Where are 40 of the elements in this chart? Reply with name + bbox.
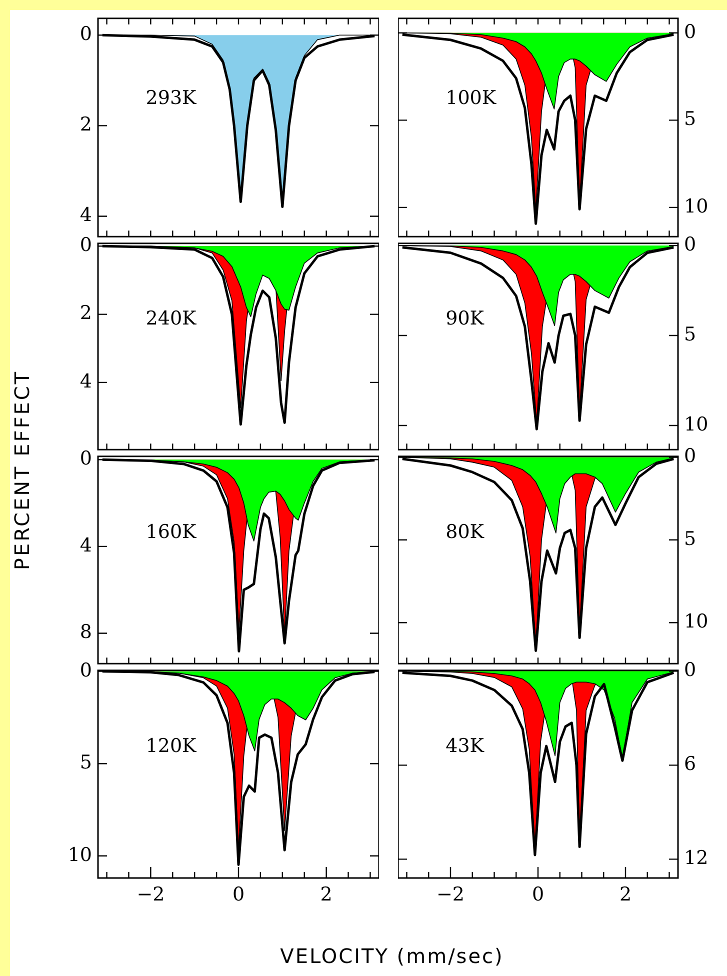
- y-tick-label: 2: [80, 114, 92, 136]
- y-tick-label: 5: [684, 323, 696, 346]
- y-tick-label: 0: [684, 659, 696, 682]
- y-tick-label: 0: [684, 445, 696, 468]
- y-tick-label: 10: [684, 195, 708, 218]
- annotation: 43K: [446, 735, 485, 758]
- x-tick-label: −2: [436, 883, 465, 906]
- y-tick-label: 4: [80, 534, 92, 556]
- annotation: 90K: [446, 308, 485, 330]
- annotation: 240K: [146, 308, 198, 330]
- x-tick-label: 2: [320, 883, 332, 906]
- y-tick-label: 10: [684, 413, 708, 436]
- annotation: 160K: [146, 521, 198, 543]
- y-tick-label: 5: [684, 528, 696, 550]
- annotation: 120K: [146, 735, 198, 758]
- y-tick-label: 8: [80, 621, 92, 644]
- y-tick-label: 0: [684, 233, 696, 256]
- x-tick-label: 0: [232, 883, 245, 906]
- x-tick-label: 2: [619, 883, 632, 906]
- y-tick-label: 10: [68, 844, 92, 866]
- x-tick-label: 0: [532, 883, 544, 906]
- y-tick-label: 0: [80, 234, 92, 256]
- y-tick-label: 0: [80, 448, 92, 470]
- x-tick-label: −2: [136, 883, 165, 906]
- y-tick-label: 2: [80, 302, 92, 324]
- y-tick-label: 5: [80, 752, 92, 774]
- x-axis-title: VELOCITY (mm/sec): [280, 944, 504, 968]
- annotation: 293K: [146, 87, 198, 110]
- y-tick-label: 0: [684, 20, 696, 43]
- y-tick-label: 12: [684, 847, 708, 870]
- y-tick-label: 0: [80, 23, 92, 46]
- y-tick-label: 4: [80, 370, 92, 392]
- y-tick-label: 10: [684, 610, 708, 633]
- y-tick-label: 0: [80, 659, 92, 682]
- y-tick-label: 5: [684, 108, 696, 130]
- y-tick-label: 6: [684, 753, 696, 776]
- y-tick-label: 4: [80, 204, 92, 226]
- annotation: 80K: [446, 521, 485, 543]
- y-axis-title: PERCENT EFFECT: [10, 370, 34, 570]
- annotation: 100K: [446, 87, 497, 110]
